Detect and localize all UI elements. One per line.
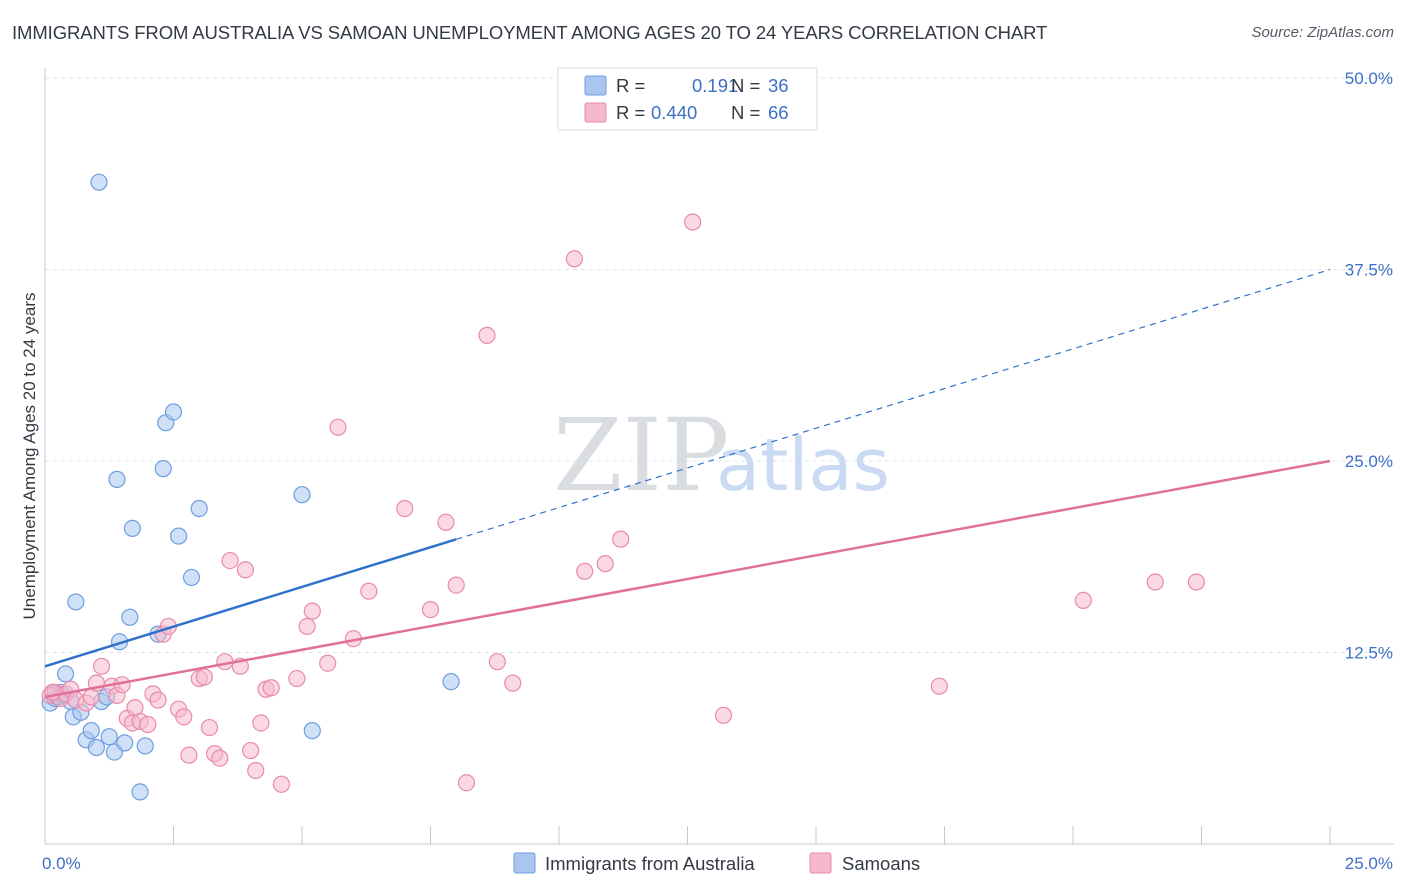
legend-r-value-1: 0.191 — [692, 75, 738, 96]
watermark-zip: ZIP — [553, 397, 729, 514]
point-australia-7 — [67, 593, 85, 611]
point-australia-15 — [100, 728, 118, 746]
y-tick-labels: 12.5% 25.0% 37.5% 50.0% — [1345, 69, 1393, 663]
legend-n-value-1: 36 — [768, 75, 789, 96]
point-samoan-48 — [421, 601, 440, 619]
point-australia-27 — [164, 403, 183, 421]
bottom-legend-swatch-pink — [809, 852, 832, 874]
point-samoan-57 — [596, 555, 614, 573]
y-tick-label-0: 12.5% — [1345, 644, 1393, 663]
y-tick-label-2: 37.5% — [1345, 261, 1393, 280]
bottom-legend: Immigrants from Australia Samoans — [513, 852, 920, 874]
point-samoan-39 — [272, 775, 291, 793]
point-samoan-52 — [478, 326, 496, 344]
point-samoan-40 — [288, 669, 306, 688]
point-australia-23 — [136, 737, 154, 755]
series-samoans — [41, 213, 1205, 793]
point-samoan-54 — [504, 674, 522, 692]
point-samoan-44 — [329, 418, 347, 436]
legend-r-label-2: R = — [616, 102, 645, 123]
point-samoan-31 — [221, 551, 239, 570]
point-australia-25 — [154, 460, 172, 478]
point-australia-28 — [170, 527, 188, 545]
point-samoan-55 — [565, 250, 584, 268]
point-samoan-65 — [44, 683, 62, 701]
x-tick-labels: 0.0% 25.0% — [42, 854, 1393, 873]
point-samoan-23 — [175, 708, 193, 726]
point-australia-22 — [131, 783, 149, 801]
point-samoan-60 — [714, 706, 733, 724]
chart-title: IMMIGRANTS FROM AUSTRALIA VS SAMOAN UNEM… — [12, 22, 1048, 43]
legend-n-label-1: N = — [731, 75, 760, 96]
point-australia-19 — [116, 734, 134, 752]
x-tick-label-1: 25.0% — [1345, 854, 1393, 873]
legend-r-label-1: R = — [616, 75, 645, 96]
point-australia-17 — [108, 470, 126, 488]
point-samoan-49 — [437, 513, 455, 531]
point-samoan-27 — [200, 718, 219, 737]
x-tick-label-0: 0.0% — [42, 854, 81, 873]
point-samoan-42 — [303, 602, 321, 620]
trend-line-solid-1 — [44, 459, 1331, 699]
point-australia-10 — [82, 722, 100, 740]
point-australia-29 — [182, 568, 201, 587]
point-samoan-24 — [180, 746, 198, 764]
point-samoan-56 — [576, 562, 594, 580]
point-samoan-38 — [262, 679, 280, 697]
point-australia-11 — [87, 738, 106, 757]
point-samoan-47 — [396, 499, 414, 518]
point-samoan-35 — [247, 761, 265, 780]
watermark-atlas: atlas — [716, 423, 890, 507]
source-label: Source: ZipAtlas.com — [1251, 24, 1394, 41]
point-australia-4 — [56, 665, 75, 683]
point-samoan-36 — [252, 714, 270, 732]
y-tick-label-1: 25.0% — [1345, 452, 1393, 471]
y-tick-label-3: 50.0% — [1345, 69, 1393, 88]
legend-n-value-2: 66 — [768, 102, 789, 123]
watermark: ZIP atlas — [553, 397, 890, 514]
point-samoan-58 — [612, 530, 630, 548]
legend-n-label-2: N = — [731, 102, 760, 123]
point-australia-12 — [90, 173, 108, 191]
point-samoan-43 — [319, 654, 337, 672]
point-australia-33 — [442, 673, 460, 691]
point-samoan-34 — [242, 741, 260, 760]
bottom-legend-label-australia: Immigrants from Australia — [545, 853, 755, 874]
trend-line-dashed-0 — [456, 268, 1331, 540]
bottom-legend-label-samoans: Samoans — [842, 853, 920, 874]
legend-r-value-2: 0.440 — [651, 102, 697, 123]
legend-swatch-blue — [584, 75, 607, 96]
point-australia-30 — [190, 499, 208, 518]
point-australia-20 — [121, 608, 139, 626]
point-samoan-59 — [684, 213, 702, 231]
point-samoan-63 — [1146, 573, 1164, 591]
legend-swatch-pink — [584, 102, 607, 123]
point-samoan-61 — [930, 677, 948, 695]
point-samoan-29 — [211, 749, 229, 767]
bottom-legend-swatch-blue — [513, 852, 536, 874]
point-australia-32 — [303, 722, 321, 740]
series-immigrants-from-australia — [41, 173, 460, 801]
point-samoan-51 — [457, 774, 476, 792]
point-samoan-33 — [236, 561, 255, 579]
point-australia-21 — [123, 519, 141, 538]
legend-box: R = 0.191 N = 36 R = 0.440 N = 66 — [557, 67, 818, 131]
point-australia-31 — [293, 486, 311, 504]
trend-lines — [44, 268, 1331, 699]
point-samoan-50 — [447, 576, 465, 594]
point-samoan-41 — [298, 617, 316, 636]
point-samoan-17 — [139, 715, 157, 734]
trend-line-solid-0 — [44, 538, 457, 668]
point-samoan-46 — [360, 582, 378, 600]
y-axis-label: Unemployment Among Ages 20 to 24 years — [20, 293, 39, 620]
point-samoan-19 — [149, 691, 167, 709]
point-samoan-53 — [488, 653, 506, 671]
point-samoan-64 — [1187, 573, 1205, 591]
point-samoan-9 — [92, 657, 111, 675]
point-samoan-62 — [1074, 591, 1092, 610]
point-samoan-26 — [195, 668, 213, 686]
axes — [44, 68, 1394, 845]
